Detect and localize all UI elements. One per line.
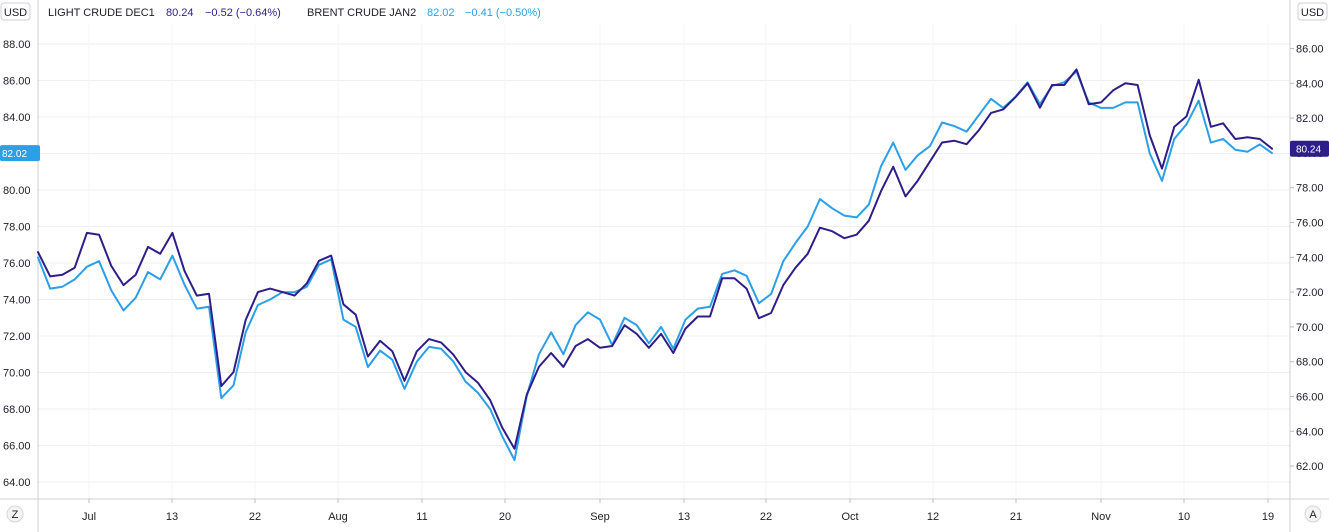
left-tick-label: 64.00 [3, 477, 31, 489]
legend-light-change: −0.52 (−0.64%) [205, 7, 281, 19]
series-line-brent [37, 70, 1273, 462]
series-lines [37, 68, 1273, 462]
right-tick-label: 84.00 [1296, 78, 1324, 90]
legend-brent-name[interactable]: BRENT CRUDE JAN2 [307, 7, 416, 19]
right-tick-label: 72.00 [1296, 287, 1324, 299]
time-tick-label: 20 [499, 511, 511, 523]
time-tick-label: Nov [1091, 511, 1111, 523]
right-tick-label: 82.00 [1296, 113, 1324, 125]
right-tick-label: 70.00 [1296, 322, 1324, 334]
left-last-price-label: 82.02 [2, 149, 27, 160]
series-line-light [37, 68, 1273, 450]
left-tick-label: 80.00 [3, 185, 31, 197]
time-tick-label: 21 [1010, 511, 1022, 523]
right-tick-label: 62.00 [1296, 461, 1324, 473]
right-tick-label: 76.00 [1296, 218, 1324, 230]
time-tick-label: 10 [1178, 511, 1190, 523]
right-last-price-badge: 80.24 [1290, 140, 1329, 157]
legend-brent-price: 82.02 [427, 7, 455, 19]
legend-light-price: 80.24 [166, 7, 194, 19]
left-tick-label: 78.00 [3, 222, 31, 234]
right-currency-badge[interactable]: USD [1297, 2, 1328, 21]
left-tick-label: 86.00 [3, 76, 31, 88]
right-tick-label: 68.00 [1296, 357, 1324, 369]
right-tick-label: 66.00 [1296, 392, 1324, 404]
right-last-price-label: 80.24 [1296, 145, 1321, 156]
right-tick-label: 74.00 [1296, 252, 1324, 264]
zoom-button[interactable]: Z [6, 505, 24, 523]
left-tick-label: 68.00 [3, 404, 31, 416]
grid-lines [38, 24, 1290, 499]
time-tick-label: 13 [166, 511, 178, 523]
zoom-button-label: Z [12, 509, 19, 521]
right-price-axis[interactable]: 86.0084.0082.0080.0078.0076.0074.0072.00… [1289, 0, 1324, 532]
time-axis[interactable]: Jul 13 22 Aug 11 20 Sep 13 22 Oct 12 21 Nov 10 19 [0, 498, 1329, 523]
right-tick-label: 86.00 [1296, 44, 1324, 56]
legend-light-name[interactable]: LIGHT CRUDE DEC1 [48, 7, 155, 19]
left-tick-label: 74.00 [3, 295, 31, 307]
time-tick-label: Jul [82, 511, 96, 523]
right-currency-label: USD [1301, 7, 1324, 19]
time-tick-label: 22 [249, 511, 261, 523]
right-tick-label: 78.00 [1296, 183, 1324, 195]
time-tick-label: Sep [590, 511, 610, 523]
left-tick-label: 72.00 [3, 331, 31, 343]
left-tick-label: 84.00 [3, 112, 31, 124]
right-tick-label: 64.00 [1296, 426, 1324, 438]
time-tick-label: Aug [328, 511, 348, 523]
left-price-axis[interactable]: 88.0086.0084.0082.0080.0078.0076.0074.00… [3, 0, 39, 532]
left-tick-label: 76.00 [3, 258, 31, 270]
time-tick-label: 12 [927, 511, 939, 523]
left-tick-label: 88.00 [3, 39, 31, 51]
legend: LIGHT CRUDE DEC1 80.24 −0.52 (−0.64%) BR… [48, 7, 541, 19]
time-tick-label: 22 [760, 511, 772, 523]
left-tick-label: 66.00 [3, 441, 31, 453]
left-last-price-badge: 82.02 [0, 145, 40, 162]
time-tick-label: 11 [416, 511, 427, 523]
time-tick-label: 13 [678, 511, 690, 523]
time-tick-label: 19 [1262, 511, 1274, 523]
left-currency-label: USD [4, 7, 27, 19]
left-currency-badge[interactable]: USD [0, 2, 31, 21]
time-tick-label: Oct [841, 511, 858, 523]
legend-brent-change: −0.41 (−0.50%) [465, 7, 541, 19]
left-tick-label: 70.00 [3, 368, 31, 380]
auto-scale-button-label: A [1309, 509, 1317, 521]
auto-scale-button[interactable]: A [1304, 505, 1322, 523]
